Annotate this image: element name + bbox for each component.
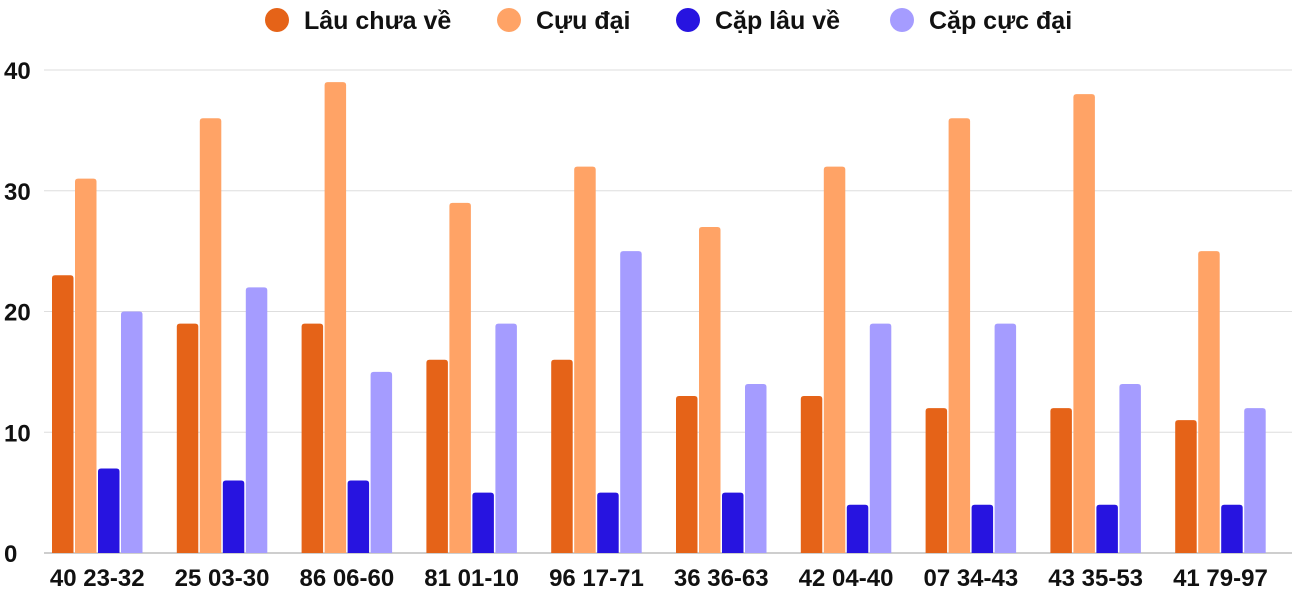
legend: Lâu chưa về Cựu đại Cặp lâu về Cặp cực đại [265, 7, 1072, 35]
x-category-label: 36 36-63 [674, 565, 769, 592]
bar-group [301, 82, 393, 553]
bar-group [676, 226, 767, 553]
x-axis: 40 23-32 25 03-30 86 06-60 81 01-10 96 17-71… [50, 565, 1268, 592]
bar [75, 178, 97, 554]
x-category-label: 86 06-60 [299, 565, 394, 592]
legend-swatch [890, 8, 914, 32]
bar [222, 480, 245, 553]
bars-layer [52, 82, 1266, 554]
bar-group [551, 166, 642, 553]
x-category-label: 81 01-10 [424, 565, 519, 592]
legend-item: Lâu chưa về [265, 7, 451, 35]
legend-label: Lâu chưa về [304, 7, 451, 35]
bar [347, 480, 370, 553]
bar [52, 275, 74, 553]
bar [722, 492, 744, 553]
bar [370, 371, 393, 553]
legend-swatch [497, 8, 521, 32]
bar [245, 287, 268, 553]
bar [745, 383, 767, 553]
bar [495, 323, 517, 553]
bar [472, 492, 494, 553]
y-axis: 0 10 20 30 40 [4, 58, 31, 568]
y-tick-label: 30 [4, 179, 31, 206]
x-category-label: 07 34-43 [923, 565, 1018, 592]
bar [620, 251, 642, 553]
bar [948, 118, 971, 554]
legend-item: Cựu đại [497, 7, 631, 35]
x-category-label: 43 35-53 [1048, 565, 1143, 592]
bar [551, 359, 573, 553]
bar [574, 166, 596, 553]
bar [676, 396, 698, 553]
y-tick-label: 40 [4, 58, 31, 85]
bar-group [800, 166, 892, 553]
bar [121, 311, 143, 553]
bar [1221, 504, 1243, 553]
bar [324, 82, 347, 553]
bar-group [1050, 94, 1141, 554]
legend-item: Cặp cực đại [890, 7, 1072, 35]
bar [1073, 94, 1095, 554]
y-tick-label: 10 [4, 420, 31, 447]
bar [176, 323, 199, 553]
bar [449, 202, 471, 553]
bar [994, 323, 1017, 553]
bar-group [1175, 251, 1266, 553]
bar [823, 166, 846, 553]
bar [925, 408, 948, 553]
bar [869, 323, 892, 553]
bar [699, 226, 721, 553]
bar-group [426, 202, 517, 553]
x-category-label: 41 79-97 [1173, 565, 1268, 592]
bar [1096, 504, 1118, 553]
x-category-label: 96 17-71 [549, 565, 644, 592]
bar [1050, 408, 1072, 553]
bar-group [52, 178, 143, 554]
bar [1175, 420, 1197, 553]
bar [1198, 251, 1220, 553]
bar [971, 504, 994, 553]
bar [199, 118, 222, 554]
bar-group [176, 118, 268, 554]
y-tick-label: 0 [4, 541, 17, 568]
x-category-label: 42 04-40 [799, 565, 894, 592]
x-category-label: 25 03-30 [175, 565, 270, 592]
bar-group [925, 118, 1017, 554]
y-tick-label: 20 [4, 300, 31, 327]
bar [98, 468, 120, 553]
legend-label: Cặp lâu về [715, 7, 840, 35]
bar [1244, 408, 1266, 553]
x-category-label: 40 23-32 [50, 565, 145, 592]
legend-swatch [676, 8, 700, 32]
bar [846, 504, 869, 553]
legend-item: Cặp lâu về [676, 7, 840, 35]
bar [800, 396, 823, 553]
legend-label: Cựu đại [536, 7, 631, 35]
bar [426, 359, 448, 553]
bar [301, 323, 324, 553]
legend-label: Cặp cực đại [929, 7, 1072, 35]
bar [1119, 383, 1141, 553]
legend-swatch [265, 8, 289, 32]
bar [597, 492, 619, 553]
